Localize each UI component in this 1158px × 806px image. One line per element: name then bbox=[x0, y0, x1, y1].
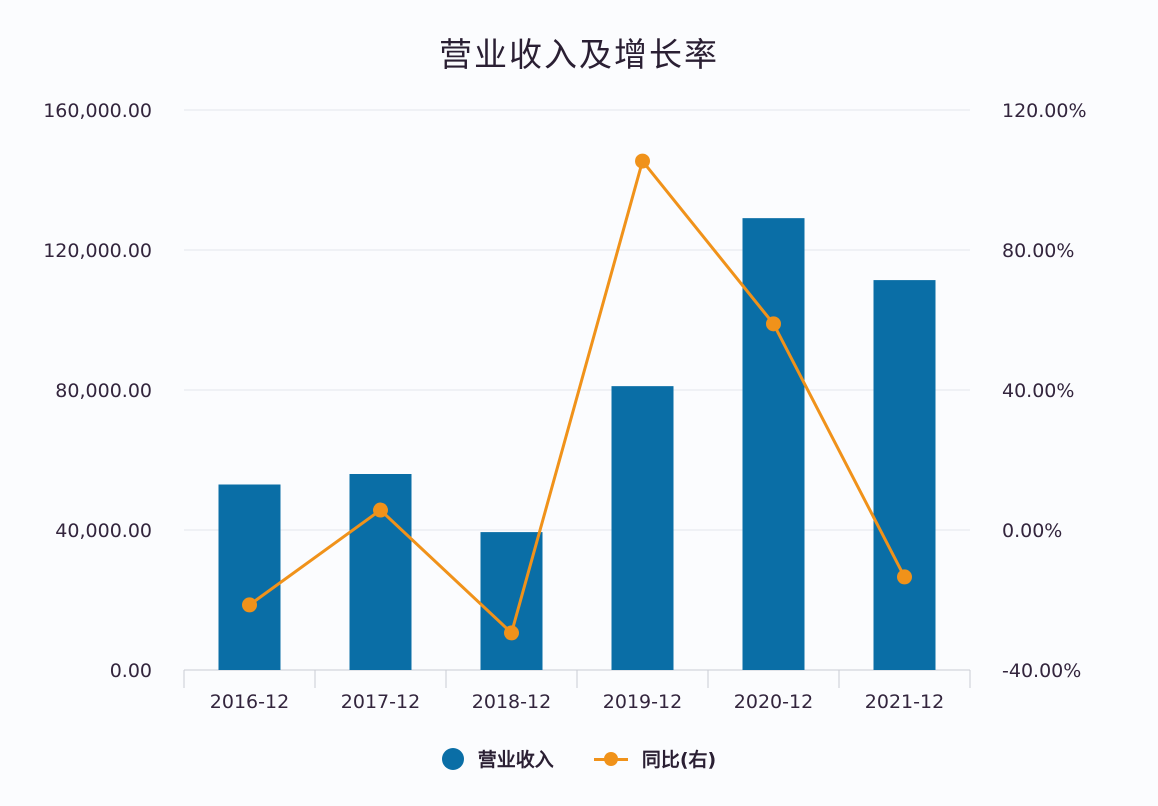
x-axis-category-label: 2016-12 bbox=[210, 691, 289, 713]
x-axis-category-label: 2019-12 bbox=[603, 691, 682, 713]
revenue-bar[interactable] bbox=[742, 218, 805, 670]
left-axis-tick-label: 40,000.00 bbox=[55, 520, 152, 542]
yoy-point[interactable] bbox=[766, 316, 781, 332]
legend-item-yoy[interactable]: 同比(右) bbox=[593, 745, 717, 772]
revenue-bar[interactable] bbox=[873, 280, 936, 670]
x-axis-category-label: 2021-12 bbox=[865, 691, 944, 713]
revenue-bar[interactable] bbox=[218, 484, 281, 671]
legend-item-revenue[interactable]: 营业收入 bbox=[441, 745, 554, 772]
legend-bar-marker-icon bbox=[441, 747, 464, 770]
right-axis-tick-label: 120.00% bbox=[1002, 100, 1087, 122]
chart-title: 营业收入及增长率 bbox=[439, 35, 719, 74]
right-axis-tick-label: 80.00% bbox=[1002, 240, 1074, 262]
yoy-point[interactable] bbox=[373, 502, 388, 518]
left-axis-tick-label: 0.00 bbox=[110, 660, 152, 682]
revenue-bar[interactable] bbox=[611, 386, 674, 670]
right-axis-tick-label: 40.00% bbox=[1002, 380, 1074, 402]
yoy-point[interactable] bbox=[242, 597, 257, 613]
x-axis-category-label: 2020-12 bbox=[734, 691, 813, 713]
legend-line-marker-icon bbox=[593, 751, 628, 766]
yoy-point[interactable] bbox=[897, 569, 912, 585]
x-axis-category-label: 2018-12 bbox=[472, 691, 551, 713]
yoy-line bbox=[248, 159, 906, 635]
chart-legend: 营业收入 同比(右) bbox=[0, 745, 1158, 772]
yoy-point[interactable] bbox=[635, 153, 650, 169]
right-axis-tick-label: -40.00% bbox=[1002, 660, 1081, 682]
right-axis-tick-label: 0.00% bbox=[1002, 520, 1062, 542]
left-axis-tick-label: 80,000.00 bbox=[55, 380, 152, 402]
left-axis-tick-label: 120,000.00 bbox=[43, 240, 152, 262]
yoy-point[interactable] bbox=[504, 625, 519, 641]
x-axis-category-label: 2017-12 bbox=[341, 691, 420, 713]
left-axis-tick-label: 160,000.00 bbox=[43, 100, 152, 122]
legend-label-yoy: 同比(右) bbox=[641, 749, 717, 771]
legend-label-revenue: 营业收入 bbox=[477, 749, 554, 771]
